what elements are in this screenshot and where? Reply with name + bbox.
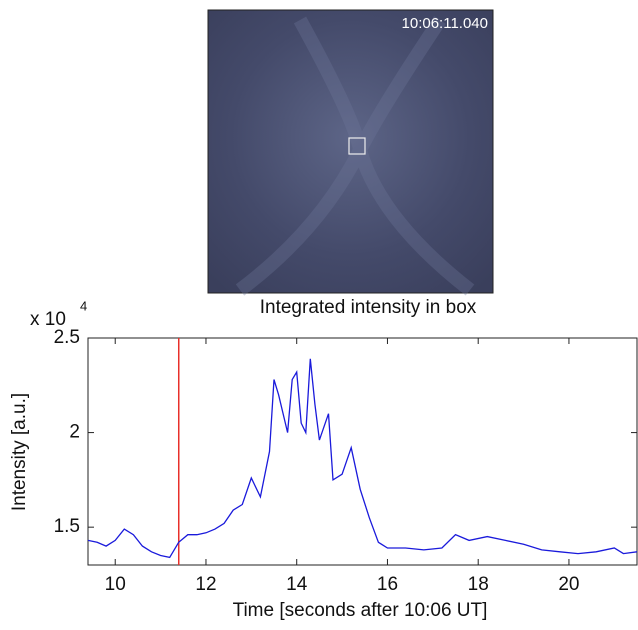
plot-frame bbox=[88, 338, 637, 565]
x-tick-label: 14 bbox=[286, 574, 308, 595]
chart-title: Integrated intensity in box bbox=[260, 297, 477, 318]
image-panel bbox=[208, 10, 493, 293]
y-tick-label: 2.5 bbox=[54, 327, 80, 348]
timestamp: 10:06:11.040 bbox=[402, 15, 488, 32]
x-tick-label: 18 bbox=[468, 574, 489, 595]
y-tick-label: 2 bbox=[69, 422, 80, 443]
y-tick-label: 1.5 bbox=[54, 516, 80, 537]
data-line bbox=[88, 359, 637, 558]
y-axis-label: Intensity [a.u.] bbox=[9, 393, 30, 511]
x-tick-label: 16 bbox=[377, 574, 398, 595]
x-tick-label: 12 bbox=[195, 574, 216, 595]
x-tick-label: 20 bbox=[558, 574, 579, 595]
y-exponent: 4 bbox=[80, 298, 87, 313]
x-axis-label: Time [seconds after 10:06 UT] bbox=[233, 600, 488, 621]
x-tick-label: 10 bbox=[105, 574, 126, 595]
figure: 10:06:11.040 Integrated intensity in box… bbox=[0, 0, 638, 630]
